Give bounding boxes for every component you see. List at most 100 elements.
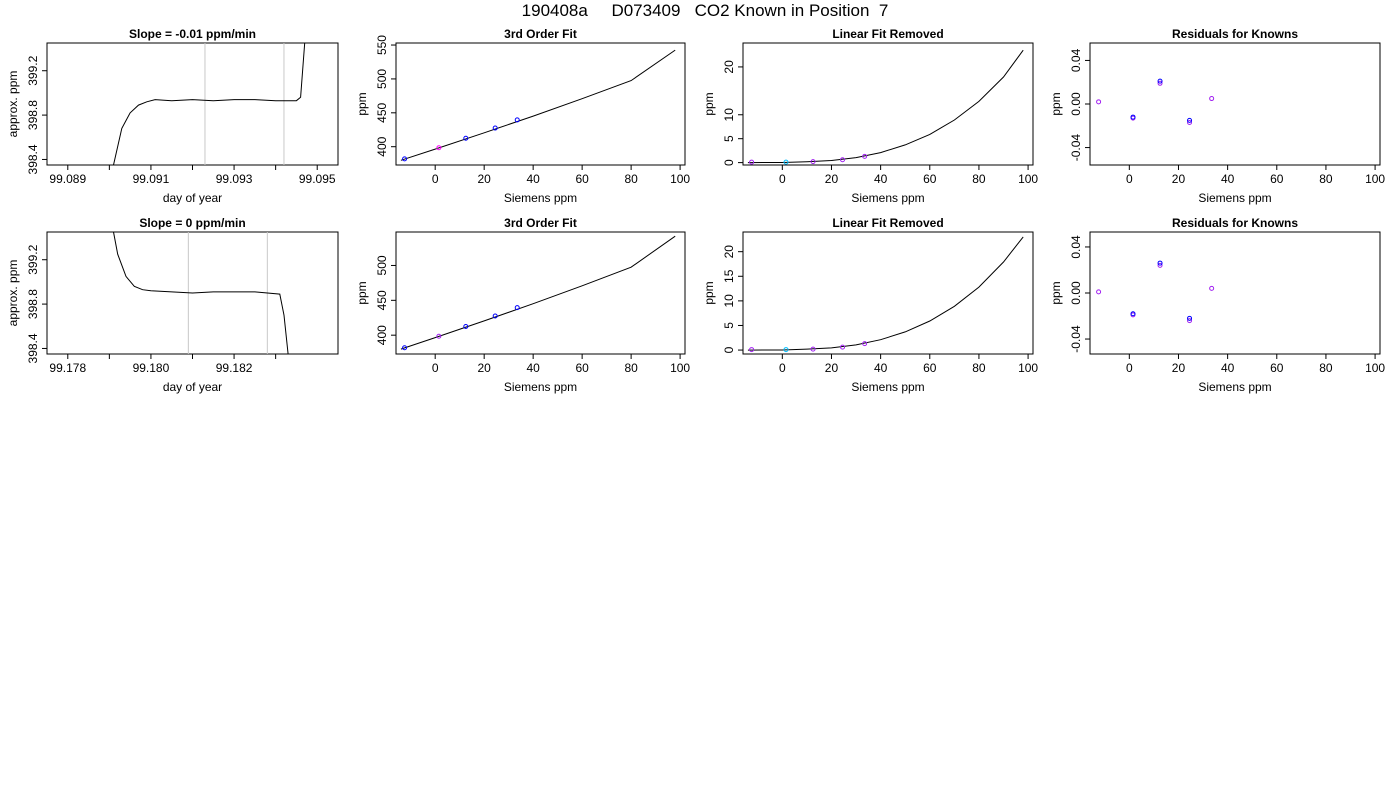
y-tick-label: 10 (722, 294, 736, 308)
panel-title: Slope = 0 ppm/min (139, 216, 245, 230)
x-tick-label: 20 (825, 361, 839, 375)
y-tick-label: -0.04 (1069, 134, 1083, 162)
data-point (1157, 80, 1163, 86)
x-tick-label: 99.178 (49, 361, 86, 375)
y-tick-label: 5 (722, 322, 736, 329)
y-tick-label: 0.04 (1069, 235, 1083, 259)
x-tick-label: 100 (1365, 172, 1385, 186)
x-tick-label: 60 (923, 361, 937, 375)
x-tick-label: 100 (670, 172, 690, 186)
y-axis-label: ppm (355, 281, 369, 304)
y-tick-label: 500 (375, 69, 389, 89)
data-point (1096, 289, 1102, 295)
x-tick-label: 20 (477, 361, 491, 375)
y-tick-label: 0.00 (1069, 281, 1083, 305)
data-point (783, 347, 789, 353)
x-axis-label: day of year (163, 380, 222, 394)
x-tick-label: 40 (874, 361, 888, 375)
x-tick-label: 60 (1270, 172, 1284, 186)
panel-4: Residuals for Knowns 0 20 40 60 80 100 -0.04 0.0… (1049, 27, 1385, 205)
data-point (1096, 99, 1102, 105)
y-tick-label: 398.4 (26, 333, 40, 363)
y-tick-label: 550 (375, 35, 389, 55)
x-tick-label: 40 (526, 172, 540, 186)
data-point (862, 341, 868, 347)
panel-title: Linear Fit Removed (832, 27, 943, 41)
data-point (840, 157, 846, 163)
x-axis-label: Siemens ppm (1198, 380, 1271, 394)
x-tick-label: 100 (1018, 172, 1038, 186)
x-tick-label: 100 (1365, 361, 1385, 375)
x-axis-label: Siemens ppm (851, 380, 924, 394)
data-point (810, 159, 816, 165)
panel-6: 3rd Order Fit 0 20 40 60 80 100 400 450 500 Siemen… (355, 216, 690, 394)
data-point (463, 323, 469, 329)
y-axis-label: ppm (702, 281, 716, 304)
data-point (1187, 318, 1193, 324)
x-tick-label: 20 (477, 172, 491, 186)
y-tick-label: 398.4 (26, 144, 40, 174)
fit-curve (400, 49, 676, 161)
y-axis-label: approx. ppm (6, 260, 20, 327)
plot-frame (1089, 231, 1381, 355)
y-tick-label: 400 (375, 325, 389, 345)
data-point (1209, 96, 1215, 102)
x-tick-label: 99.091 (133, 172, 170, 186)
y-axis-label: ppm (702, 92, 716, 115)
data-point (514, 305, 520, 311)
y-tick-label: 399.2 (26, 55, 40, 85)
panel-3: Linear Fit Removed 0 20 40 60 80 100 0 5 10 20 Siem… (702, 27, 1038, 205)
y-tick-label: 0.00 (1069, 92, 1083, 116)
data-point (783, 159, 789, 165)
y-tick-label: 0 (722, 346, 736, 353)
fit-curve (400, 235, 676, 350)
data-point (492, 125, 498, 131)
plot-frame (742, 231, 1034, 355)
y-tick-label: 20 (722, 60, 736, 74)
x-tick-label: 80 (972, 361, 986, 375)
data-point (492, 313, 498, 319)
y-tick-label: 10 (722, 108, 736, 122)
x-tick-label: 40 (1221, 361, 1235, 375)
panel-8: Residuals for Knowns 0 20 40 60 80 100 -0.04 0.0… (1049, 216, 1385, 394)
panel-7: Linear Fit Removed 0 20 40 60 80 100 0 5 10 15 20 Si… (702, 216, 1038, 394)
data-point (749, 159, 755, 165)
y-axis-label: ppm (1049, 281, 1063, 304)
plot-frame (46, 42, 339, 166)
page-title: 190408a D073409 CO2 Known in Position 7 (521, 1, 889, 20)
y-tick-label: 400 (375, 136, 389, 156)
plot-frame (742, 42, 1034, 166)
y-axis-label: ppm (355, 92, 369, 115)
x-tick-label: 60 (1270, 361, 1284, 375)
series-line (113, 231, 289, 355)
y-tick-label: -0.04 (1069, 325, 1083, 353)
fit-curve (747, 236, 1024, 351)
x-axis-label: Siemens ppm (504, 380, 577, 394)
data-point (436, 333, 442, 339)
panel-title: Residuals for Knowns (1172, 216, 1298, 230)
data-point (810, 346, 816, 352)
x-tick-label: 60 (575, 361, 589, 375)
data-point (1157, 262, 1163, 268)
x-tick-label: 80 (624, 361, 638, 375)
data-point (1209, 285, 1215, 291)
panel-title: 3rd Order Fit (504, 27, 577, 41)
x-axis-label: Siemens ppm (1198, 191, 1271, 205)
y-tick-label: 398.8 (26, 100, 40, 130)
data-point (749, 347, 755, 353)
x-tick-label: 60 (575, 172, 589, 186)
data-point (1187, 120, 1193, 126)
series-line (113, 42, 306, 166)
data-point (1187, 315, 1193, 321)
panel-title: Linear Fit Removed (832, 216, 943, 230)
panel-5: Slope = 0 ppm/min 99.178 99.180 99.182 398.4… (6, 216, 339, 394)
x-tick-label: 80 (1319, 361, 1333, 375)
x-tick-label: 100 (1018, 361, 1038, 375)
data-point (463, 135, 469, 141)
x-tick-label: 99.180 (133, 361, 170, 375)
x-tick-label: 100 (670, 361, 690, 375)
x-tick-label: 40 (874, 172, 888, 186)
x-tick-label: 40 (526, 361, 540, 375)
x-tick-label: 0 (1126, 172, 1133, 186)
